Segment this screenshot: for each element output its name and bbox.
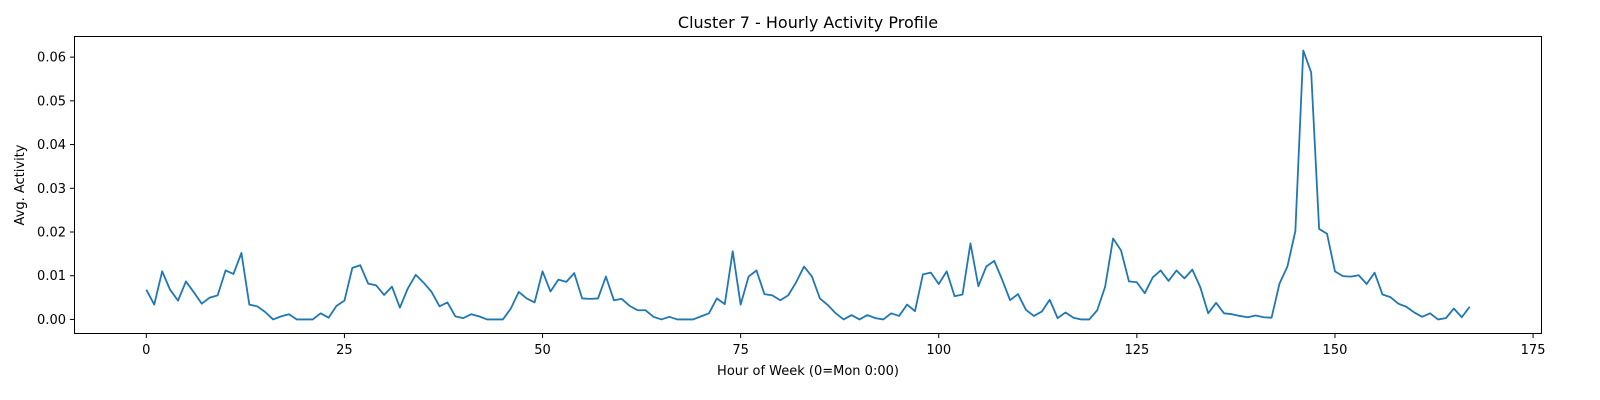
y-axis-label: Avg. Activity — [13, 144, 28, 225]
y-tick-label: 0.06 — [37, 51, 66, 66]
y-axis: 0.00 0.01 0.02 0.03 0.04 0.05 0.06 — [37, 51, 75, 328]
y-tick-label: 0.02 — [37, 226, 66, 241]
y-tick-label: 0.00 — [37, 313, 66, 328]
x-axis-label: Hour of Week (0=Mon 0:00) — [717, 364, 899, 379]
x-tick-label: 150 — [1323, 343, 1348, 358]
x-axis: 0 25 50 75 100 125 150 175 — [142, 333, 1545, 358]
y-tick-label: 0.03 — [37, 182, 66, 197]
x-tick-label: 175 — [1521, 343, 1546, 358]
x-tick-label: 100 — [926, 343, 951, 358]
x-tick-label: 75 — [732, 343, 749, 358]
y-tick-label: 0.01 — [37, 269, 66, 284]
y-tick-label: 0.04 — [37, 138, 66, 153]
plot-area-frame — [74, 36, 1542, 334]
x-tick-label: 125 — [1124, 343, 1149, 358]
x-tick-label: 25 — [336, 343, 353, 358]
chart-title: Cluster 7 - Hourly Activity Profile — [678, 13, 938, 32]
x-tick-label: 0 — [142, 343, 150, 358]
x-tick-label: 50 — [534, 343, 551, 358]
y-tick-label: 0.05 — [37, 94, 66, 109]
series-line-cluster-7 — [145, 49, 1471, 321]
